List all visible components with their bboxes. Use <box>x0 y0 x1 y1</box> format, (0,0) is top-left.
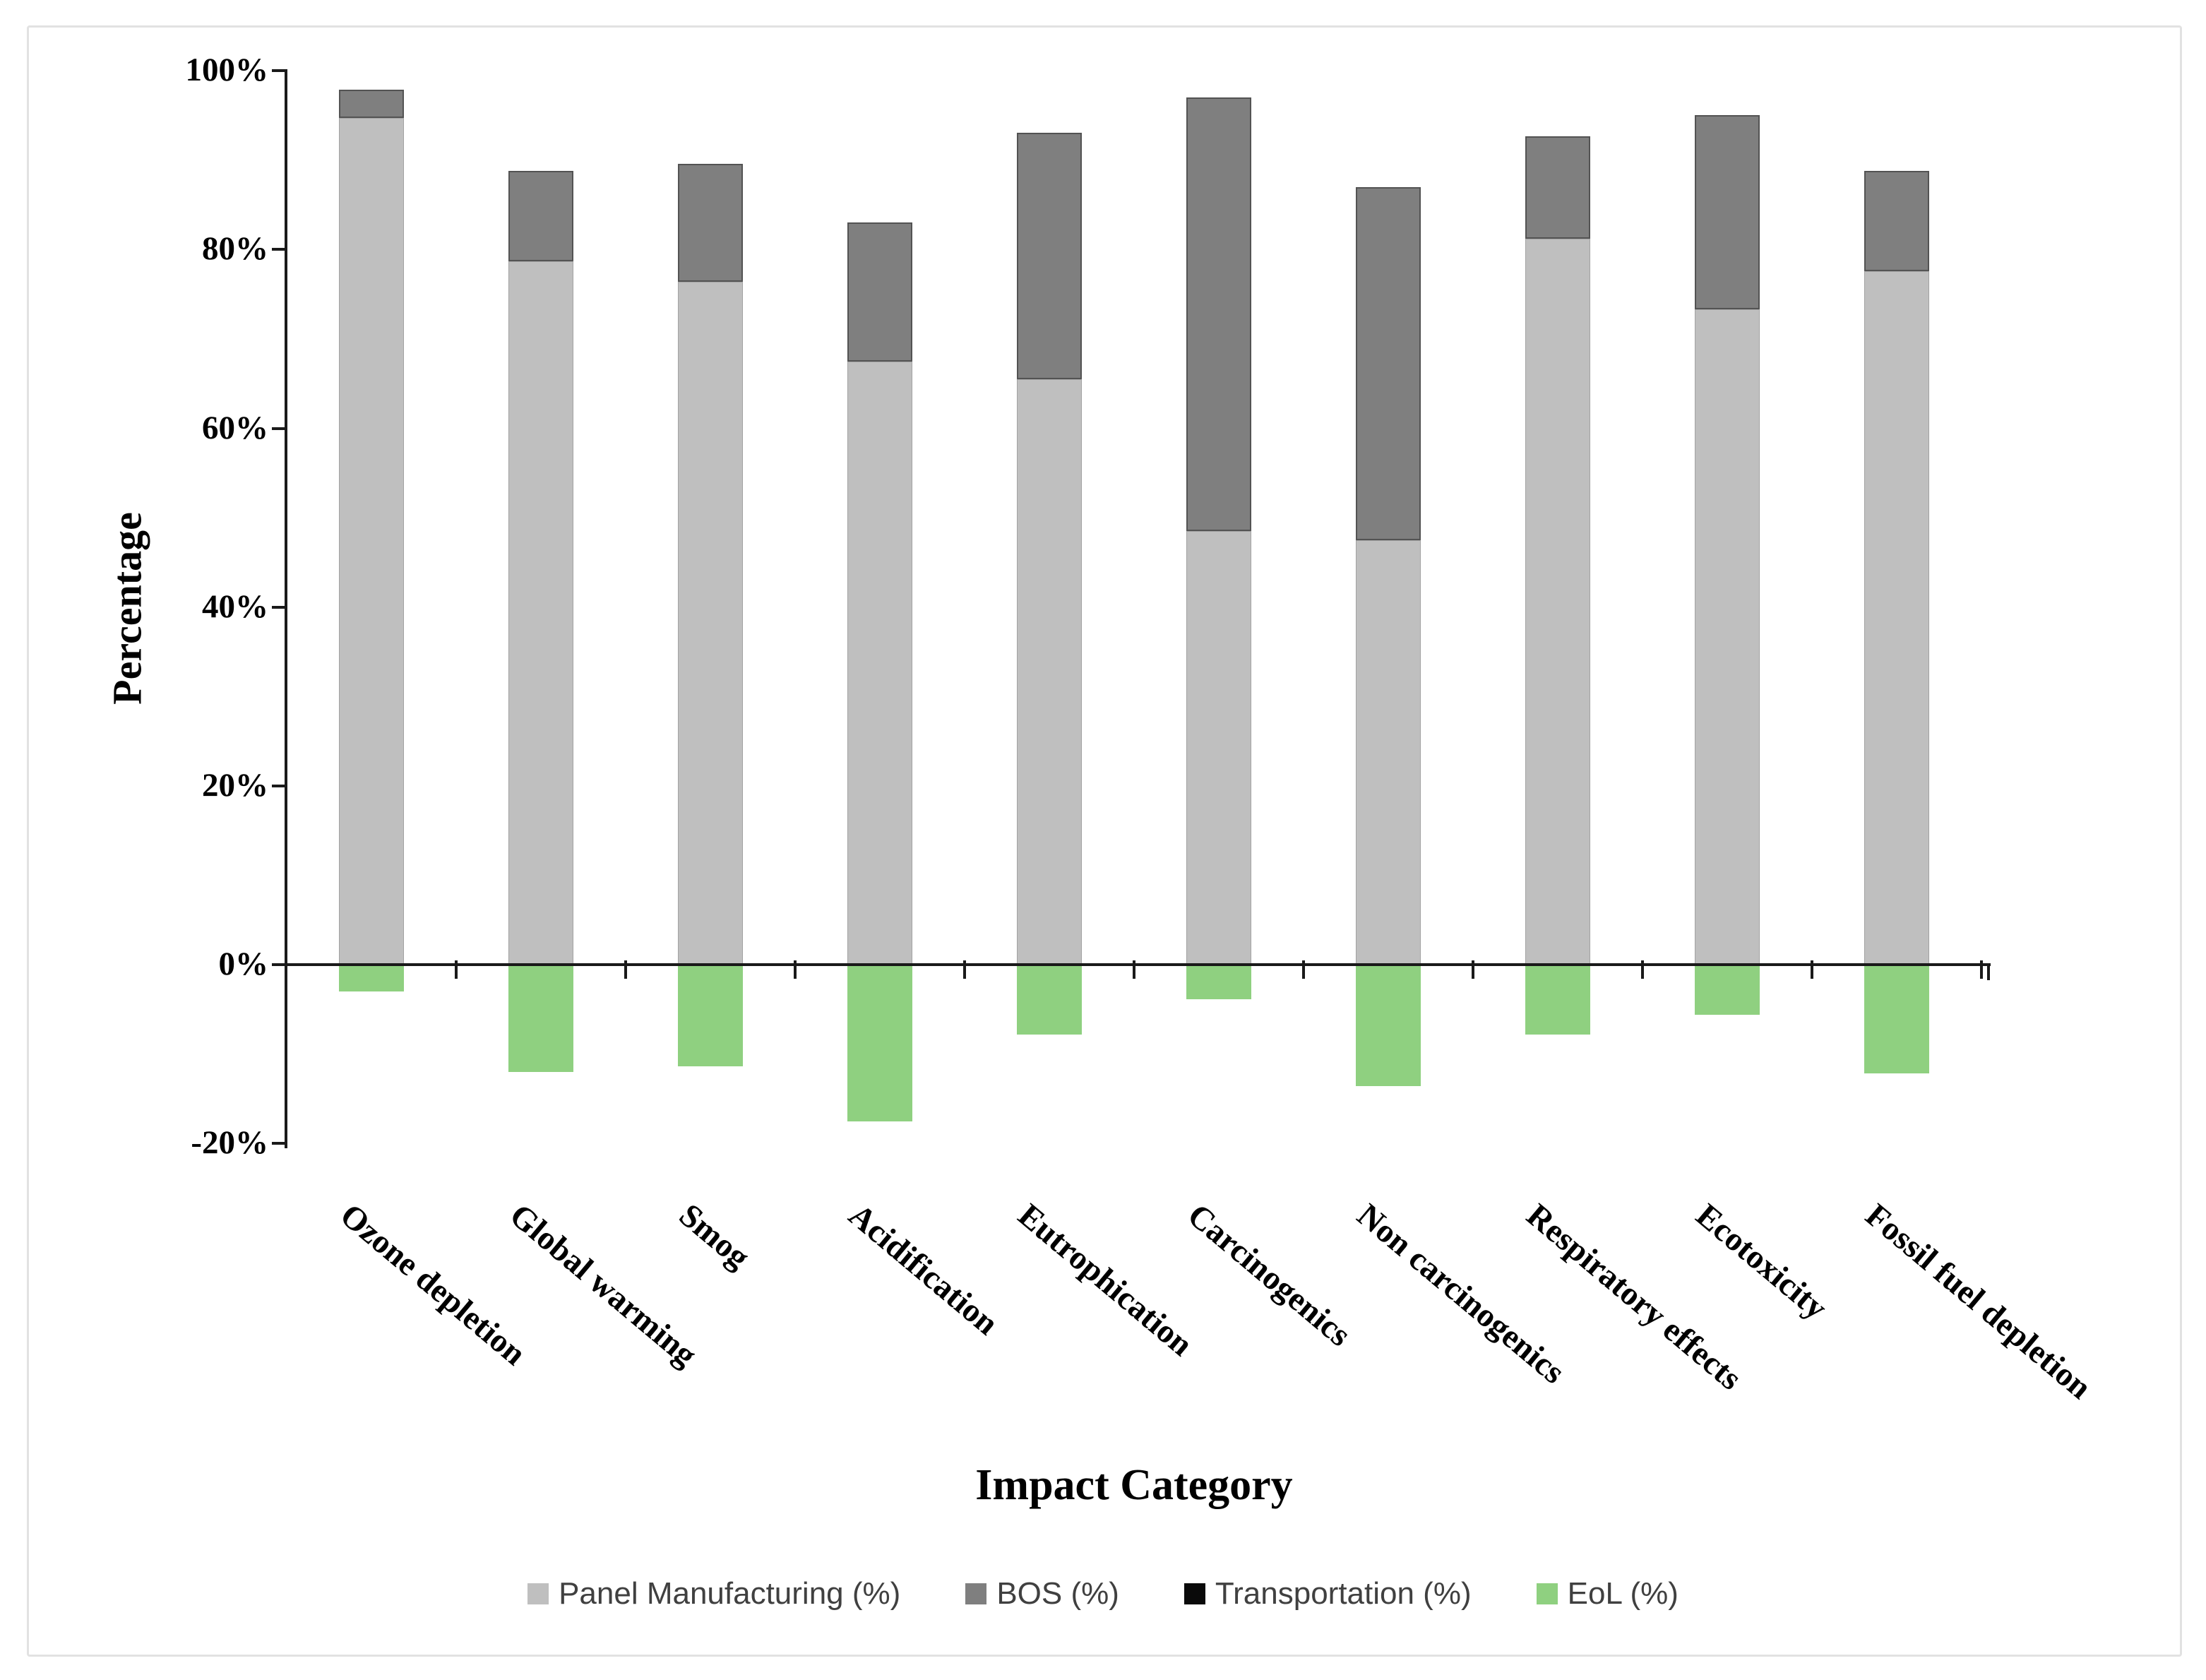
x-category-label: Acidification <box>841 1196 1006 1342</box>
bar-segment-panel-manufacturing- <box>1525 239 1590 965</box>
x-tick <box>1811 960 1813 979</box>
x-axis-line <box>285 963 1991 966</box>
x-category-label: Fossil fuel depletion <box>1858 1196 2099 1407</box>
x-tick <box>963 960 966 979</box>
bar-segment-panel-manufacturing- <box>678 281 743 965</box>
legend-swatch <box>965 1583 987 1604</box>
y-tick <box>272 69 286 73</box>
bar-segment-bos- <box>1525 136 1590 239</box>
y-tick-label: -20% <box>191 1124 268 1162</box>
y-axis-line <box>285 69 287 1148</box>
x-tick <box>1133 960 1135 979</box>
bar-segment-panel-manufacturing- <box>1356 540 1421 965</box>
x-tick <box>1980 960 1983 979</box>
bar-segment-bos- <box>1186 97 1251 532</box>
bar-segment-bos- <box>847 222 912 362</box>
x-tick <box>794 960 797 979</box>
bar-segment-bos- <box>678 163 743 282</box>
y-tick-label: 60% <box>202 409 268 446</box>
y-tick-label: 20% <box>202 766 268 804</box>
bar-segment-eol- <box>1864 965 1929 1074</box>
bar-segment-panel-manufacturing- <box>847 361 912 965</box>
legend-item: EoL (%) <box>1536 1576 1679 1612</box>
bar-segment-eol- <box>339 965 404 991</box>
bar-segment-panel-manufacturing- <box>1864 270 1929 965</box>
y-axis-title: Percentage <box>104 512 150 705</box>
x-category-label: Eutrophication <box>1010 1196 1200 1364</box>
legend-item: BOS (%) <box>965 1576 1119 1612</box>
x-category-label: Ozone depletion <box>333 1196 533 1373</box>
y-tick-label: 80% <box>202 230 268 268</box>
chart-legend: Panel Manufacturing (%) BOS (%) Transporta… <box>0 1576 2206 1612</box>
y-tick-label: 100% <box>185 52 269 89</box>
bar-segment-bos- <box>508 170 573 261</box>
x-tick <box>1472 960 1474 979</box>
bar-segment-eol- <box>678 965 743 1067</box>
legend-label: EoL (%) <box>1567 1576 1679 1611</box>
bar-segment-eol- <box>847 965 912 1121</box>
bar-segment-bos- <box>339 89 404 119</box>
y-tick <box>272 605 286 609</box>
y-tick <box>272 248 286 251</box>
y-tick <box>272 784 286 787</box>
legend-label: BOS (%) <box>996 1576 1119 1611</box>
bar-segment-panel-manufacturing- <box>1695 309 1760 965</box>
x-tick <box>1302 960 1305 979</box>
bar-segment-bos- <box>1017 132 1082 379</box>
x-tick <box>1641 960 1644 979</box>
legend-swatch <box>1536 1583 1558 1604</box>
y-tick-label: 0% <box>218 946 269 982</box>
x-category-label: Ecotoxicity <box>1688 1196 1835 1327</box>
x-axis-end-tick <box>1987 965 1990 980</box>
bar-segment-eol- <box>1186 965 1251 1000</box>
bar-segment-eol- <box>508 965 573 1072</box>
bar-segment-panel-manufacturing- <box>339 118 404 965</box>
bar-segment-panel-manufacturing- <box>1017 379 1082 965</box>
bar-segment-eol- <box>1356 965 1421 1087</box>
y-tick <box>272 963 286 966</box>
y-tick-label: 40% <box>202 588 268 625</box>
bar-segment-bos- <box>1356 186 1421 540</box>
legend-swatch <box>1184 1583 1205 1604</box>
legend-label: Transportation (%) <box>1215 1576 1472 1611</box>
y-tick <box>272 1142 286 1145</box>
bar-segment-bos- <box>1864 170 1929 271</box>
x-category-label: Smog <box>672 1196 757 1276</box>
x-tick <box>624 960 627 979</box>
legend-item: Panel Manufacturing (%) <box>527 1576 900 1612</box>
x-category-label: Carcinogenics <box>1180 1196 1358 1354</box>
bar-segment-eol- <box>1525 965 1590 1035</box>
bar-segment-bos- <box>1695 115 1760 310</box>
y-tick <box>272 427 286 430</box>
x-tick <box>455 960 458 979</box>
bar-segment-panel-manufacturing- <box>508 261 573 965</box>
legend-item: Transportation (%) <box>1184 1576 1472 1612</box>
x-axis-title: Impact Category <box>975 1461 1293 1509</box>
legend-label: Panel Manufacturing (%) <box>559 1576 901 1611</box>
legend-swatch <box>527 1583 549 1604</box>
bar-segment-eol- <box>1017 965 1082 1035</box>
bar-segment-eol- <box>1695 965 1760 1015</box>
bar-segment-panel-manufacturing- <box>1186 531 1251 965</box>
